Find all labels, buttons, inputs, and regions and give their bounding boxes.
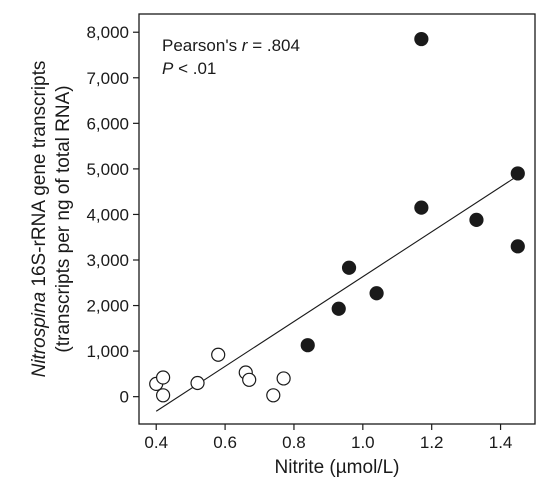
- open-data-point: [276, 371, 291, 386]
- filled-data-point: [510, 166, 525, 181]
- y-tick-label: 8,000: [86, 23, 129, 42]
- y-tick-label: 7,000: [86, 69, 129, 88]
- open-data-point: [156, 388, 171, 403]
- y-tick-label: 1,000: [86, 342, 129, 361]
- open-data-point: [211, 347, 226, 362]
- plot-frame: [138, 13, 536, 425]
- p-value: < .01: [173, 59, 216, 78]
- p-symbol: P: [162, 59, 174, 78]
- y-tick-label: 0: [120, 388, 129, 407]
- filled-data-point: [414, 31, 429, 47]
- open-data-point: [242, 372, 257, 387]
- y-axis-title-line2: (transcripts per ng of total RNA): [53, 85, 74, 352]
- y-tick-label: 4,000: [86, 205, 129, 224]
- open-data-point: [266, 388, 281, 403]
- y-axis-title-rest: 16S-rRNA gene transcripts: [29, 61, 50, 292]
- open-data-point: [156, 370, 171, 385]
- y-axis-title-italic: Nitrospina: [29, 292, 50, 378]
- x-tick-label: 0.8: [282, 433, 306, 452]
- pearson-r-symbol: r: [242, 36, 249, 55]
- pearson-value: = .804: [247, 36, 299, 55]
- pearson-prefix: Pearson's: [162, 36, 242, 55]
- x-tick-label: 0.4: [144, 433, 168, 452]
- filled-data-point: [469, 212, 484, 228]
- filled-data-point: [369, 286, 384, 301]
- x-tick-label: 0.6: [213, 433, 237, 452]
- y-tick-label: 3,000: [86, 251, 129, 270]
- x-axis-title: Nitrite (µmol/L): [275, 457, 400, 478]
- x-tick-label: 1.4: [489, 433, 513, 452]
- y-tick-label: 2,000: [86, 297, 129, 316]
- y-axis-ticks: 0 1,000 2,000 3,000 4,000 5,000 6,000 7,000 8,00…: [86, 23, 139, 407]
- filled-data-point: [300, 338, 315, 353]
- filled-data-point: [510, 239, 525, 254]
- regression-line: [155, 175, 519, 412]
- filled-data-point: [414, 200, 429, 215]
- x-axis-ticks: 0.4 0.6 0.8 1.0 1.2 1.4: [144, 424, 512, 452]
- pearson-annotation: Pearson's r = .804: [162, 36, 300, 55]
- data-points: [149, 31, 525, 403]
- y-tick-label: 5,000: [86, 160, 129, 179]
- y-tick-label: 6,000: [86, 114, 129, 133]
- open-data-point: [190, 375, 205, 391]
- x-tick-label: 1.2: [420, 433, 444, 452]
- filled-data-point: [341, 260, 357, 275]
- filled-data-point: [331, 301, 346, 316]
- x-tick-label: 1.0: [351, 433, 375, 452]
- y-axis-title-line1: Nitrospina 16S-rRNA gene transcripts: [29, 61, 50, 378]
- y-axis-title: Nitrospina 16S-rRNA gene transcripts (tr…: [29, 61, 74, 378]
- p-value-annotation: P < .01: [162, 59, 216, 78]
